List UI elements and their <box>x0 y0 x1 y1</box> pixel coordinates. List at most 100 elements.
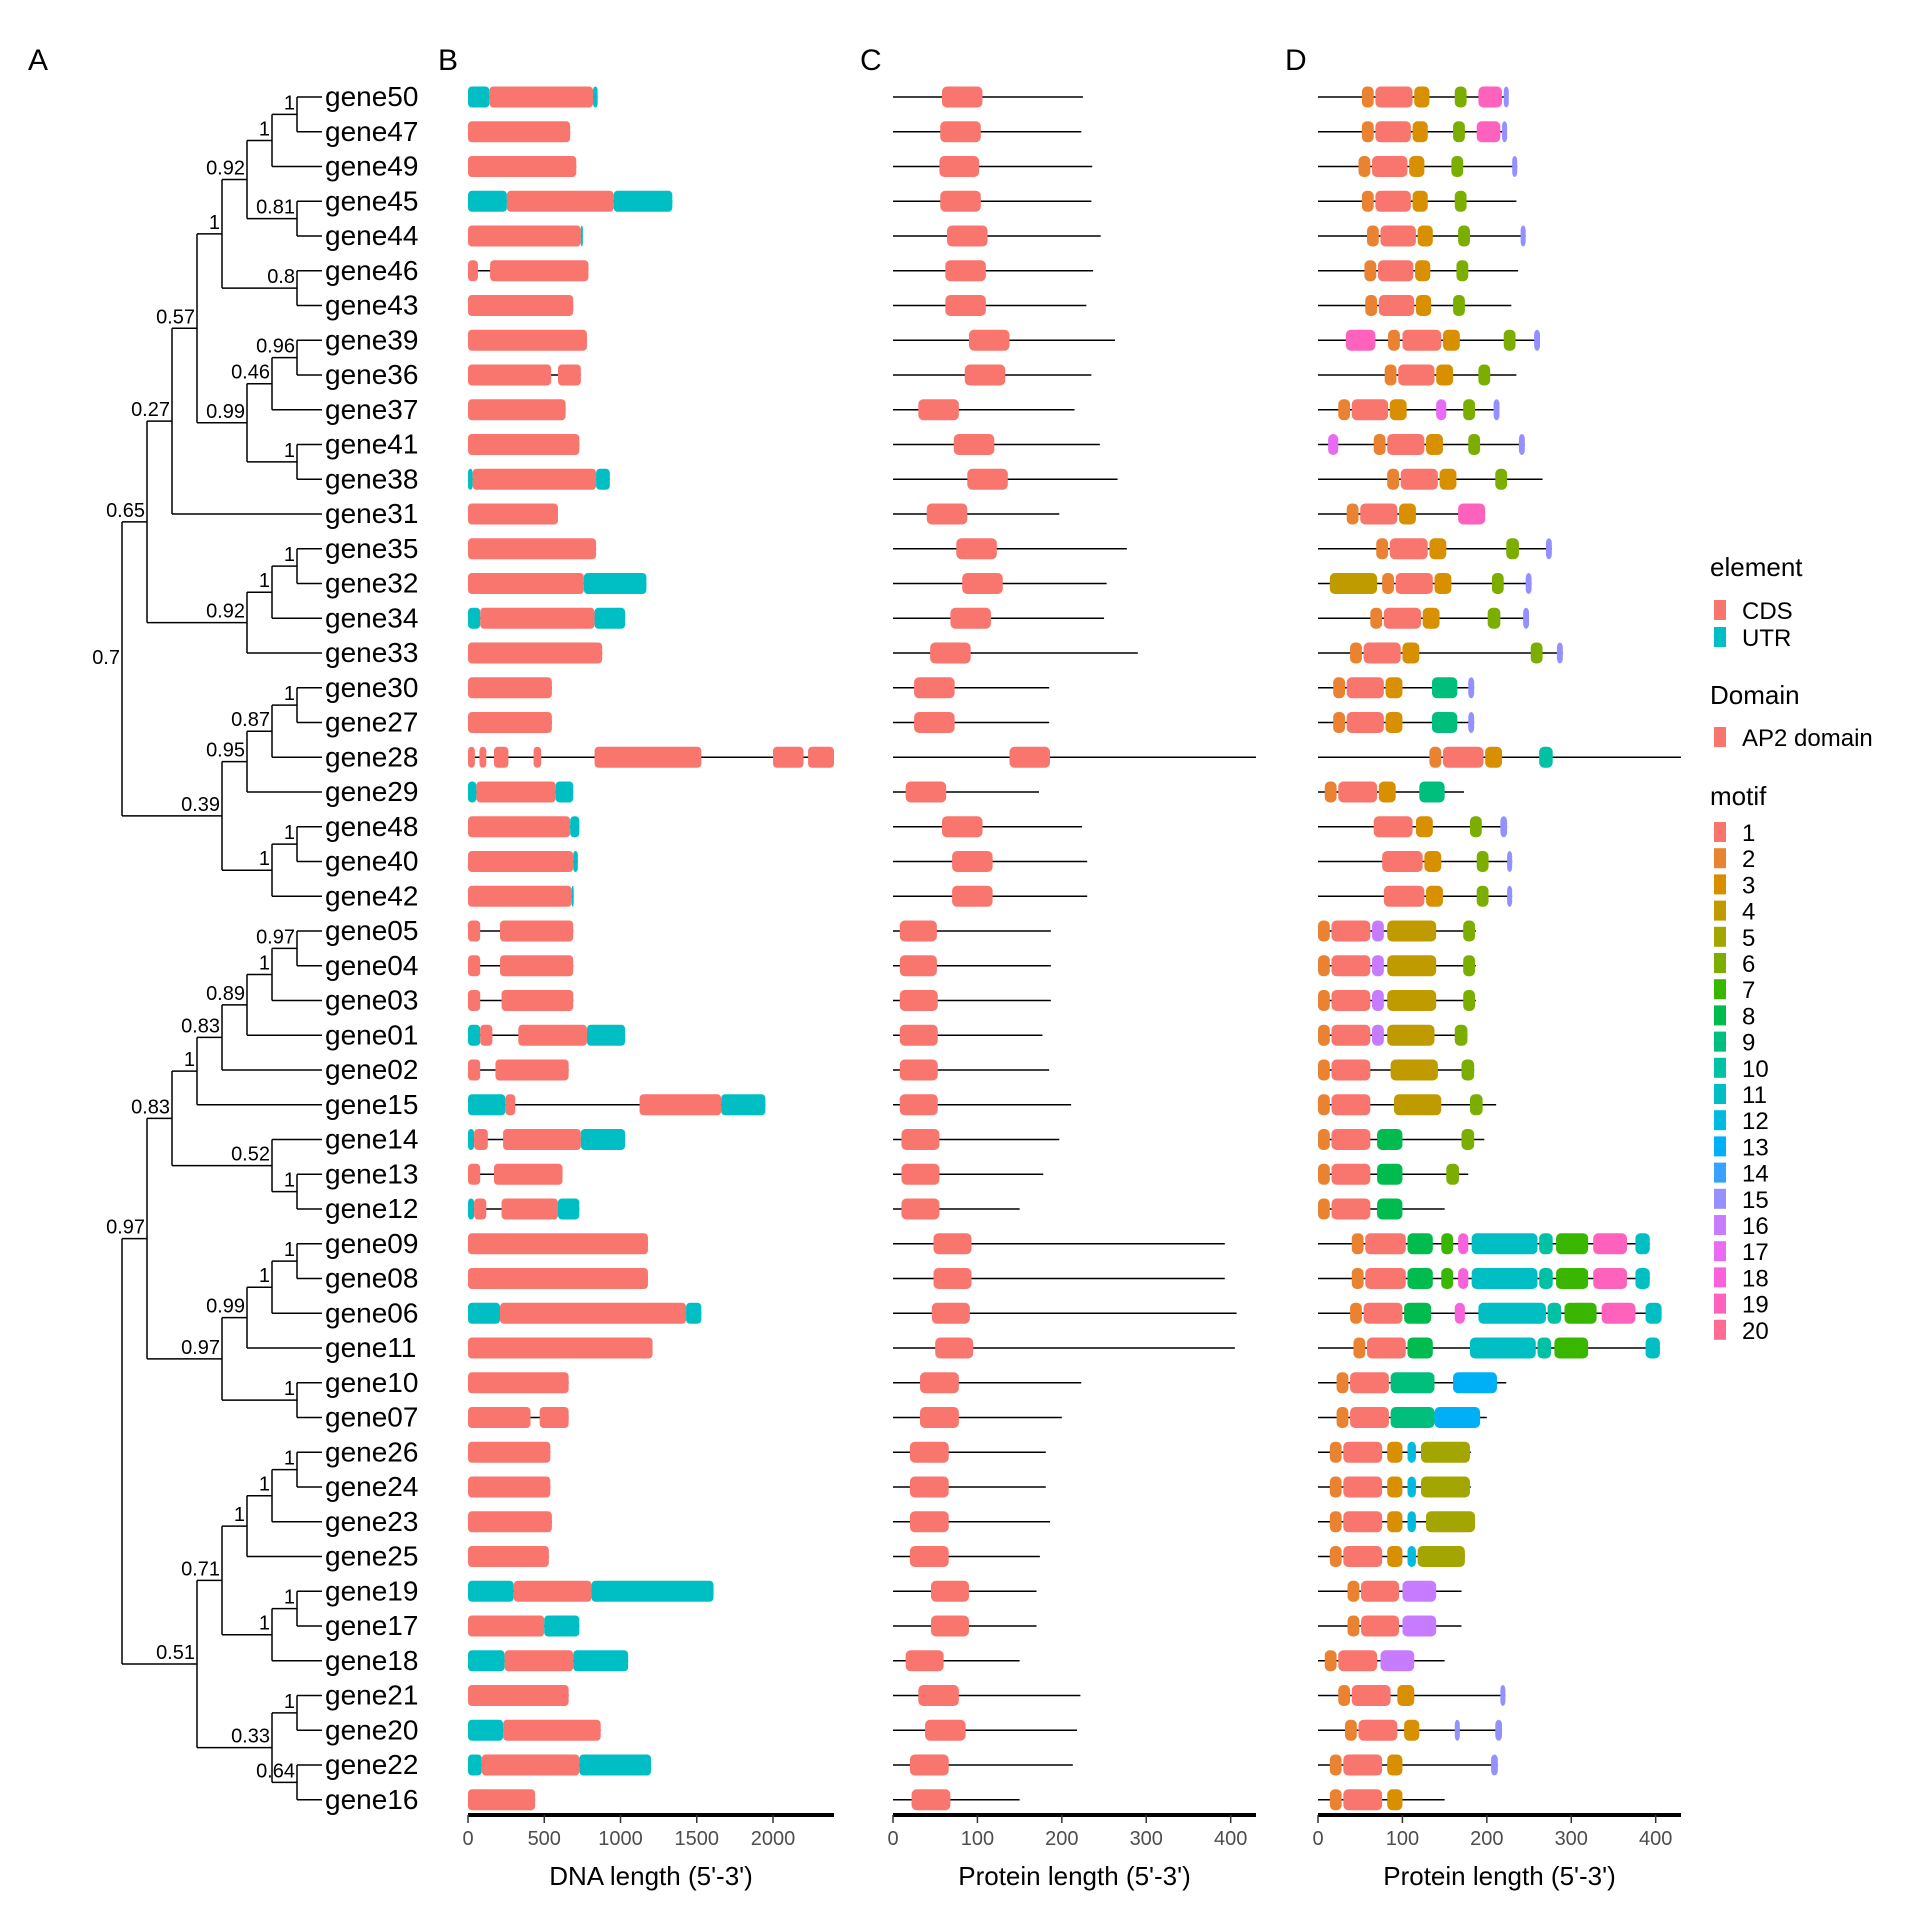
ap2-domain-gene41 <box>953 434 995 455</box>
cds-segment-gene45 <box>506 190 614 212</box>
ap2-domain-gene37 <box>918 399 959 421</box>
motif-2-gene26 <box>1329 1441 1342 1463</box>
ap2-domain-gene48 <box>941 816 983 838</box>
motif-3-gene35 <box>1429 538 1447 560</box>
motif-8-gene12 <box>1377 1198 1403 1220</box>
motif-1-gene09 <box>1365 1233 1406 1255</box>
cds-segment-gene02 <box>468 1059 481 1081</box>
motif-2-gene45 <box>1361 190 1374 212</box>
domain-axis-title: Protein length (5'-3') <box>958 1861 1191 1891</box>
motif-15-gene37 <box>1493 399 1500 421</box>
panel-letter-a: A <box>28 44 48 77</box>
motif-3-gene40 <box>1424 851 1442 872</box>
motif-10-gene06 <box>1547 1302 1562 1324</box>
gene-label-gene42: gene42 <box>325 880 418 911</box>
motif-1-gene44 <box>1380 225 1416 247</box>
gene-label-gene36: gene36 <box>325 359 418 390</box>
motif-2-gene17 <box>1347 1615 1360 1637</box>
cds-segment-gene12 <box>501 1198 558 1220</box>
motif-1-gene50 <box>1375 86 1413 108</box>
ap2-domain-gene35 <box>956 538 997 560</box>
legend-swatch-motif-12 <box>1714 1110 1726 1131</box>
domain-tick-label: 200 <box>1045 1828 1078 1850</box>
support-value: 1 <box>284 544 295 566</box>
motif-3-gene45 <box>1412 190 1428 212</box>
dna-tick-label: 500 <box>528 1828 561 1850</box>
legend-swatch-motif-9 <box>1714 1031 1726 1052</box>
motif-4-gene05 <box>1387 920 1437 942</box>
support-value: 1 <box>259 952 270 974</box>
legend-swatch-motif-18 <box>1714 1267 1726 1288</box>
motif-1-gene06 <box>1363 1302 1403 1324</box>
support-value: 0.64 <box>256 1760 295 1782</box>
motif-15-gene20 <box>1454 1719 1460 1741</box>
motif-3-gene33 <box>1402 642 1420 664</box>
motif-15-gene22 <box>1491 1754 1498 1776</box>
motif-1-gene46 <box>1377 260 1414 282</box>
cds-segment-gene28 <box>479 746 487 768</box>
cds-segment-gene28 <box>808 746 834 768</box>
motif-3-gene26 <box>1387 1441 1403 1463</box>
gene-label-gene49: gene49 <box>325 151 418 182</box>
motif-6-gene14 <box>1461 1129 1475 1150</box>
motif-2-gene23 <box>1329 1511 1342 1533</box>
motif-11-gene06 <box>1478 1302 1546 1324</box>
cds-segment-gene23 <box>468 1511 552 1533</box>
utr-segment-gene20 <box>468 1719 504 1741</box>
gene-label-gene04: gene04 <box>325 950 418 981</box>
motif-2-gene37 <box>1338 399 1351 421</box>
motif-5-gene26 <box>1420 1441 1470 1463</box>
domain-tick-label: 0 <box>887 1828 898 1850</box>
legend-swatch-motif-13 <box>1714 1136 1726 1157</box>
dna-tick-label: 1000 <box>598 1828 643 1850</box>
legend-swatch-motif-1 <box>1714 822 1726 842</box>
motif-2-gene18 <box>1324 1650 1337 1672</box>
motif-11-gene11 <box>1645 1337 1660 1359</box>
motif-3-gene30 <box>1385 677 1403 699</box>
motif-10-gene28 <box>1539 746 1553 768</box>
legend-swatch-cds <box>1714 600 1726 620</box>
support-value: 0.97 <box>106 1217 145 1239</box>
utr-segment-gene42 <box>571 885 574 907</box>
gene-label-gene29: gene29 <box>325 776 418 807</box>
domain-tick-label: 400 <box>1214 1828 1247 1850</box>
motif-15-gene20 <box>1495 1719 1503 1741</box>
motif-4-gene04 <box>1387 955 1437 977</box>
motif-6-gene45 <box>1454 190 1467 212</box>
legend-swatch-motif-7 <box>1714 979 1726 1000</box>
motif-3-gene27 <box>1385 712 1403 733</box>
ap2-domain-gene16 <box>911 1789 951 1811</box>
gene-label-gene41: gene41 <box>325 429 418 460</box>
motif-axis-title: Protein length (5'-3') <box>1383 1861 1616 1891</box>
legend-swatch-motif-10 <box>1714 1057 1726 1078</box>
cds-segment-gene39 <box>468 329 587 351</box>
motif-2-gene04 <box>1318 955 1330 977</box>
support-value: 0.81 <box>256 197 295 219</box>
support-value: 0.99 <box>206 401 245 423</box>
motif-1-gene39 <box>1402 329 1442 351</box>
motif-2-gene01 <box>1318 1024 1330 1046</box>
gene-label-gene13: gene13 <box>325 1158 418 1189</box>
gene-label-gene14: gene14 <box>325 1124 418 1155</box>
cds-segment-gene38 <box>472 468 597 490</box>
legend-swatch-motif-16 <box>1714 1215 1726 1235</box>
ap2-domain-gene08 <box>933 1268 972 1289</box>
ap2-domain-gene23 <box>909 1511 949 1533</box>
cds-segment-gene01 <box>480 1024 493 1046</box>
gene-label-gene27: gene27 <box>325 707 418 738</box>
motif-6-gene02 <box>1461 1059 1475 1081</box>
ap2-domain-gene26 <box>909 1441 949 1463</box>
utr-segment-gene50 <box>468 86 490 108</box>
motif-11-gene08 <box>1471 1268 1538 1289</box>
motif-15-gene39 <box>1534 329 1541 351</box>
legend-label-motif-8: 8 <box>1742 1003 1755 1030</box>
gene-label-gene46: gene46 <box>325 255 418 286</box>
ap2-domain-gene43 <box>945 295 986 316</box>
cds-segment-gene15 <box>505 1094 516 1116</box>
motif-2-gene12 <box>1318 1198 1330 1220</box>
motif-1-gene27 <box>1346 712 1384 733</box>
utr-segment-gene01 <box>468 1024 481 1046</box>
motif-6-gene32 <box>1491 573 1504 594</box>
